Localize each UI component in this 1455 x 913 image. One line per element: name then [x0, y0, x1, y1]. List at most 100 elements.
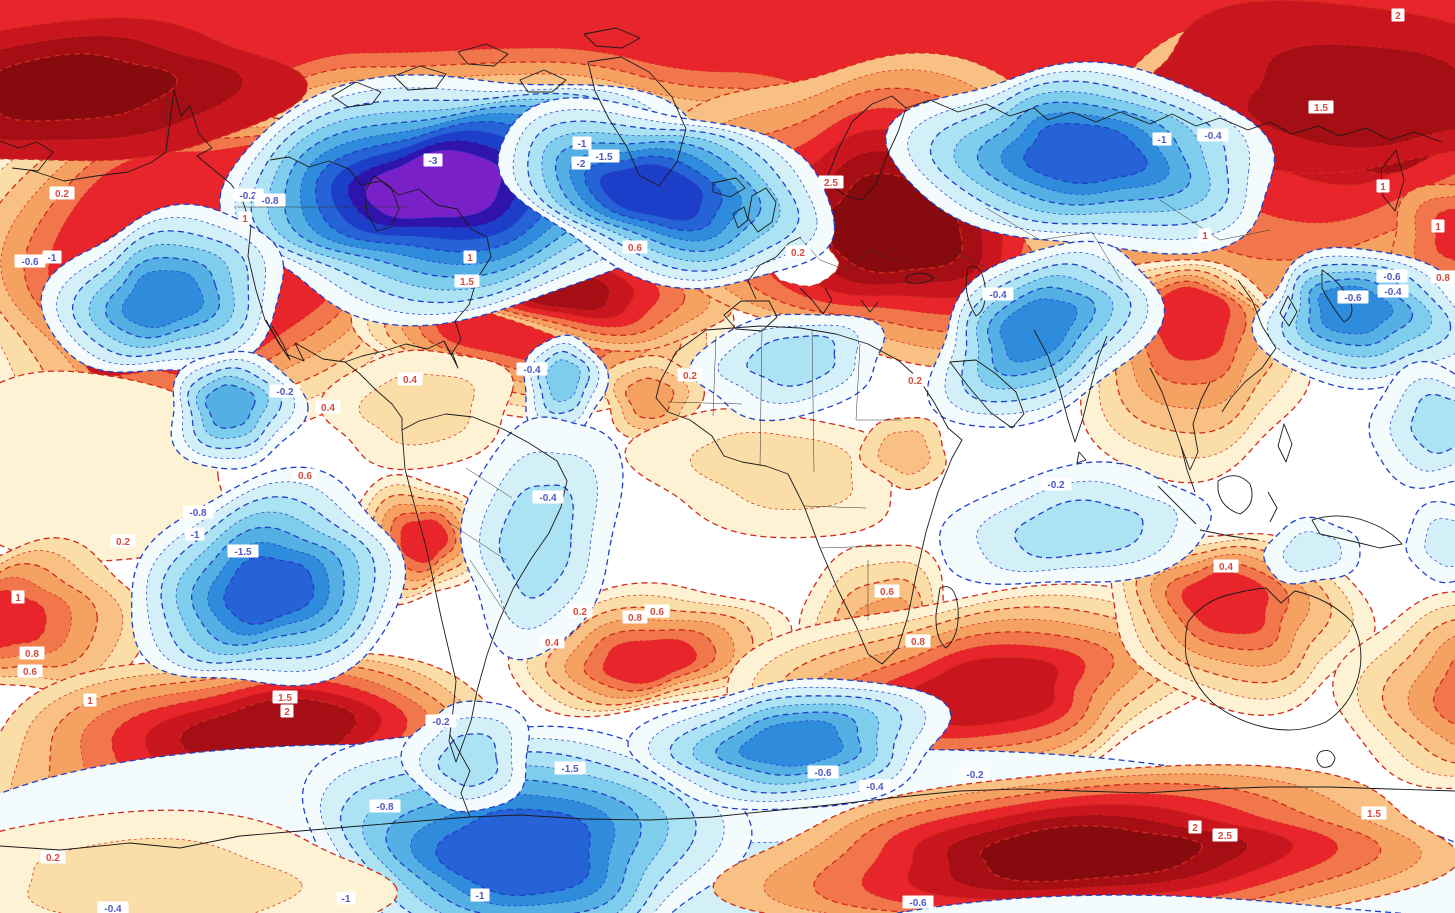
contour-labels: 0.2 -0.2 -0.8 1 -3 -0.6 -1 1 1.5 -1 -1.5 -2 2.5 0.6 0.…	[11, 8, 1455, 913]
indian-cold	[939, 461, 1212, 585]
country-borders	[165, 97, 1271, 621]
svg-text:-0.8: -0.8	[376, 802, 394, 813]
svg-text:-0.4: -0.4	[989, 290, 1007, 301]
contour-label: -0.4	[97, 901, 129, 913]
contour-label: -1	[185, 527, 205, 541]
svg-text:0.2: 0.2	[46, 853, 60, 864]
svg-text:1: 1	[467, 253, 473, 264]
contour-label: -0.4	[859, 779, 891, 793]
svg-text:-0.4: -0.4	[104, 904, 122, 913]
svg-text:-0.2: -0.2	[432, 717, 450, 728]
contour-label: 0.2	[110, 534, 136, 548]
spac-cold	[131, 466, 407, 687]
svg-text:2: 2	[284, 707, 290, 718]
svg-text:0.6: 0.6	[628, 243, 642, 254]
nepac-cold	[40, 203, 285, 373]
contour-label: 0.4	[539, 635, 565, 649]
contour-label: 1.5	[454, 274, 480, 288]
contour-label: -0.4	[982, 287, 1014, 301]
contour-label: 0.4	[397, 372, 423, 386]
svg-text:-0.8: -0.8	[189, 508, 207, 519]
svg-text:-0.6: -0.6	[814, 768, 832, 779]
svg-text:0.6: 0.6	[880, 587, 894, 598]
contour-label: -1.5	[554, 761, 586, 775]
contour-label: 0.8	[905, 634, 931, 648]
contour-label: 2	[280, 704, 294, 718]
svg-text:-1: -1	[191, 530, 200, 541]
bottomright-cyan	[893, 894, 1407, 913]
svg-text:-0.4: -0.4	[866, 782, 884, 793]
svg-text:-0.4: -0.4	[1204, 131, 1222, 142]
contour-label: -0.4	[1377, 284, 1409, 298]
svg-text:0.2: 0.2	[908, 376, 922, 387]
svg-text:0.2: 0.2	[791, 248, 805, 259]
contour-label: 0.2	[567, 604, 593, 618]
svg-text:0.2: 0.2	[683, 371, 697, 382]
contour-label: 0.6	[17, 664, 43, 678]
svg-text:1.5: 1.5	[1367, 809, 1381, 820]
svg-text:-0.4: -0.4	[539, 493, 557, 504]
contour-label: -1.5	[227, 544, 259, 558]
svg-text:-1.5: -1.5	[234, 547, 252, 558]
svg-text:-0.8: -0.8	[261, 196, 279, 207]
contour-label: 0.4	[1213, 559, 1239, 573]
svg-text:2.5: 2.5	[1218, 831, 1232, 842]
svg-text:-0.2: -0.2	[276, 387, 294, 398]
svg-text:-1: -1	[342, 894, 351, 905]
contour-label: 0.2	[677, 368, 703, 382]
contour-label: -1	[42, 250, 62, 264]
svg-text:1: 1	[242, 214, 248, 225]
antarctic-warm-east	[712, 764, 1455, 913]
svg-text:1.5: 1.5	[278, 693, 292, 704]
contour-label: 0.2	[49, 186, 75, 200]
svg-text:0.6: 0.6	[298, 471, 312, 482]
contour-label: 2.5	[1212, 828, 1238, 842]
contour-label: 2.5	[818, 175, 844, 189]
contour-label: 1	[1198, 228, 1212, 242]
contour-label: 0.6	[622, 240, 648, 254]
contour-label: -0.8	[369, 799, 401, 813]
contour-label: -0.8	[254, 193, 286, 207]
contour-label: -0.4	[1197, 128, 1229, 142]
svg-text:0.4: 0.4	[1219, 562, 1233, 573]
svg-text:-0.2: -0.2	[239, 191, 257, 202]
contour-label: -1	[336, 891, 356, 905]
contour-label: 2	[1391, 8, 1405, 22]
contour-label: -0.8	[182, 505, 214, 519]
contour-label: 0.6	[644, 604, 670, 618]
contour-label: 1.5	[1308, 100, 1334, 114]
svg-text:-0.2: -0.2	[1047, 480, 1065, 491]
contour-label: 2	[1188, 820, 1202, 834]
contour-label: 0.8	[1430, 270, 1455, 284]
svg-text:-0.4: -0.4	[1384, 287, 1402, 298]
svg-text:2: 2	[1192, 823, 1198, 834]
contour-label: 0.6	[874, 584, 900, 598]
svg-text:0.8: 0.8	[1436, 273, 1450, 284]
svg-text:1: 1	[1435, 222, 1441, 233]
pacific-cream	[0, 370, 226, 563]
contour-label: -1	[1152, 132, 1172, 146]
svg-text:-1: -1	[476, 891, 485, 902]
contour-label: -0.6	[1376, 269, 1408, 283]
svg-text:1: 1	[1380, 182, 1386, 193]
contour-label: -1	[572, 136, 592, 150]
contour-label: 1	[83, 693, 97, 707]
svg-text:-3: -3	[429, 156, 438, 167]
contour-label: 1	[1376, 179, 1390, 193]
contour-label: 0.2	[785, 245, 811, 259]
svg-text:2.5: 2.5	[824, 178, 838, 189]
svg-text:0.8: 0.8	[911, 637, 925, 648]
contour-label: 0.8	[19, 646, 45, 660]
contour-label: 0.2	[902, 373, 928, 387]
svg-text:0.6: 0.6	[650, 607, 664, 618]
svg-text:0.8: 0.8	[628, 613, 642, 624]
svg-text:0.8: 0.8	[25, 649, 39, 660]
svg-text:-0.6: -0.6	[1344, 293, 1362, 304]
svg-text:0.2: 0.2	[573, 607, 587, 618]
svg-text:1.5: 1.5	[460, 277, 474, 288]
contour-label: -3	[423, 153, 443, 167]
carib-tan	[319, 349, 514, 471]
contour-label: 0.6	[292, 468, 318, 482]
rightedge-cold-upper	[1368, 360, 1455, 489]
